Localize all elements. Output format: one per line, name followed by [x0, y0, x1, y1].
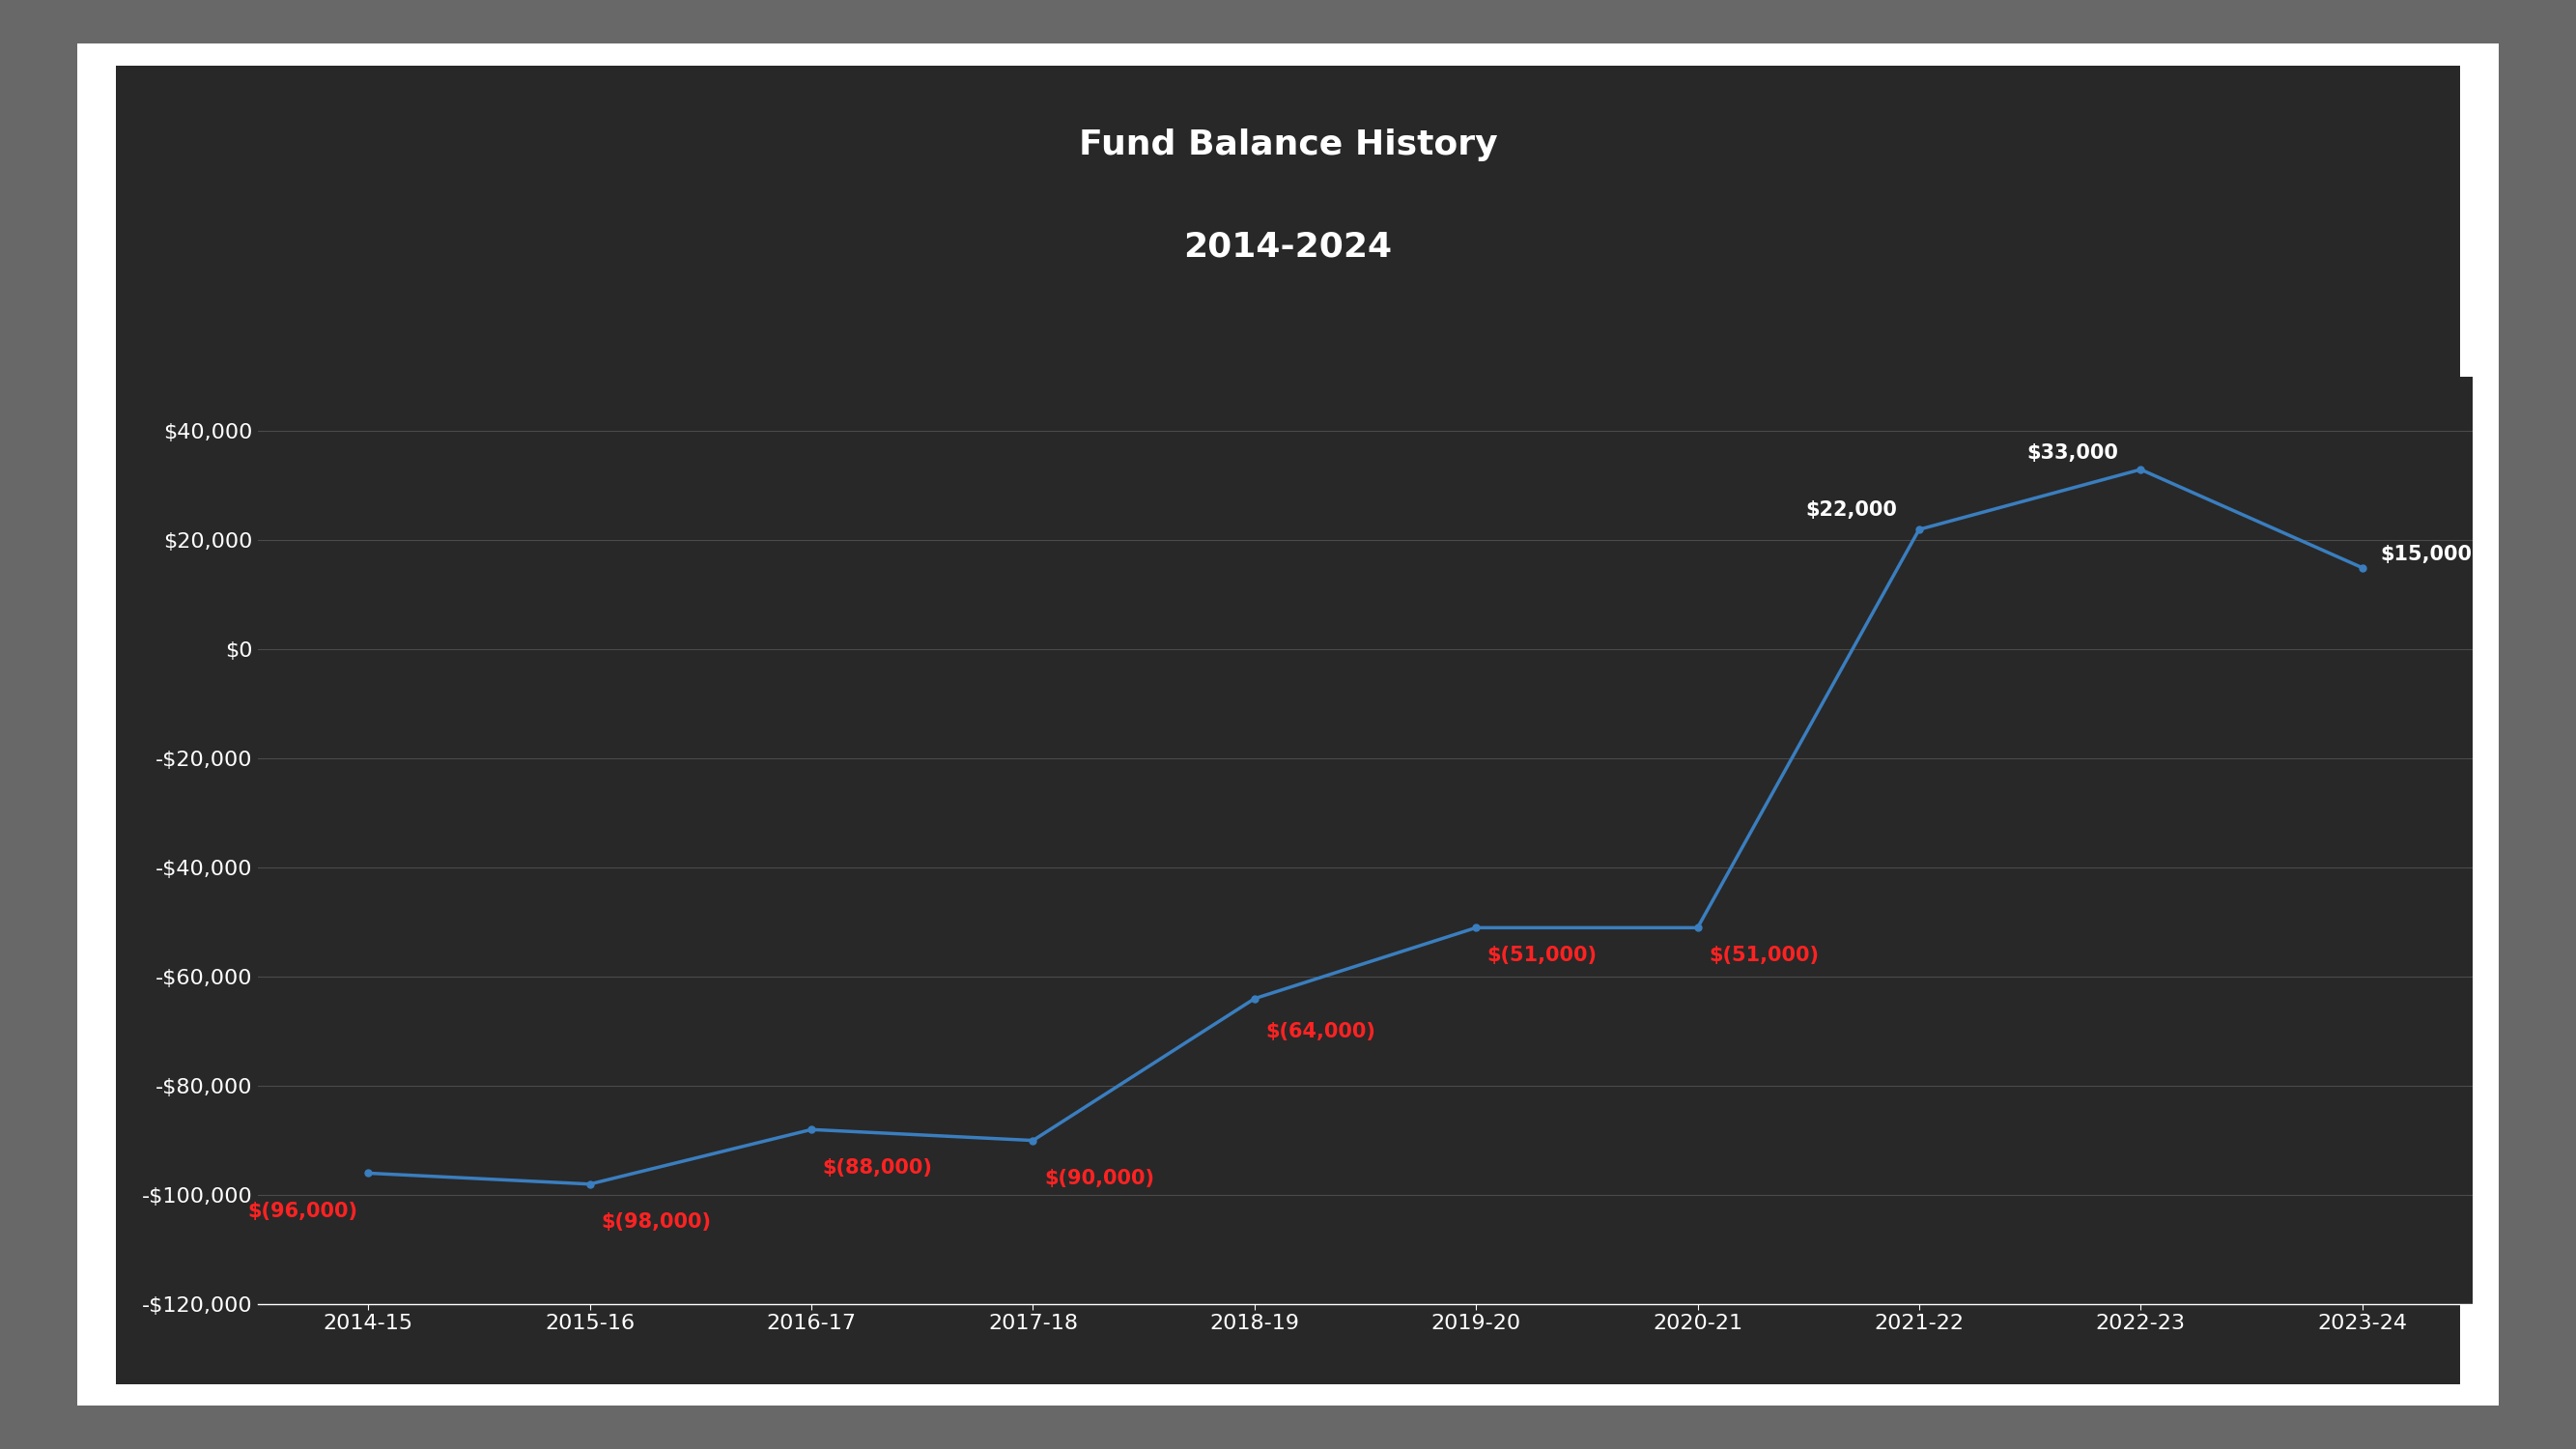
Text: $22,000: $22,000: [1806, 501, 1896, 520]
Text: 2014-2024: 2014-2024: [1182, 230, 1394, 262]
Text: Fund Balance History: Fund Balance History: [1079, 129, 1497, 161]
Text: $(96,000): $(96,000): [247, 1201, 358, 1222]
Text: $33,000: $33,000: [2027, 443, 2117, 462]
Text: $(98,000): $(98,000): [600, 1213, 711, 1232]
Text: $(51,000): $(51,000): [1486, 945, 1597, 965]
Text: $(88,000): $(88,000): [822, 1158, 933, 1178]
Text: $(64,000): $(64,000): [1265, 1022, 1376, 1040]
Text: $(90,000): $(90,000): [1043, 1169, 1154, 1188]
Text: $15,000: $15,000: [2380, 545, 2473, 564]
Text: $(51,000): $(51,000): [1708, 945, 1819, 965]
